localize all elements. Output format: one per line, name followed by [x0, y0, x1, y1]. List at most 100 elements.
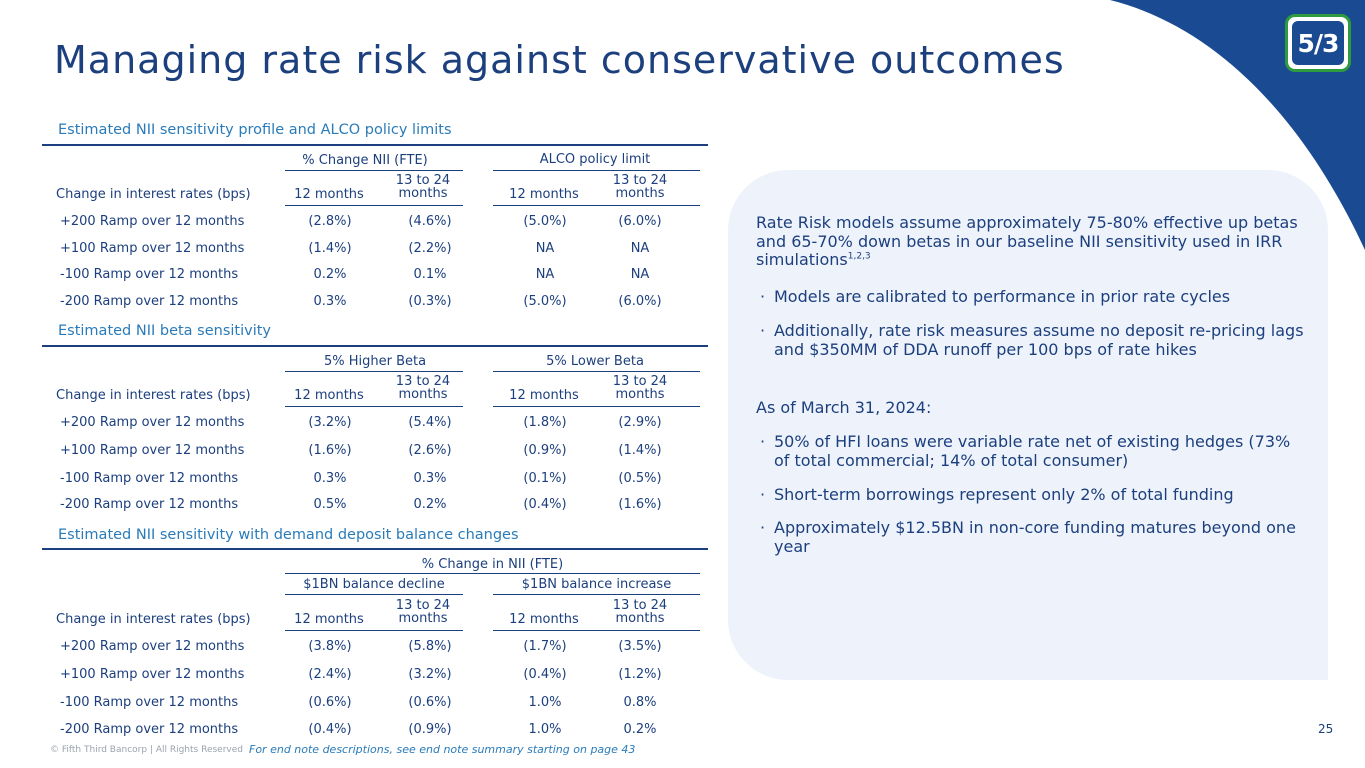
cell: 0.3% [413, 471, 447, 486]
table3-group-b: $1BN balance increase [521, 577, 672, 592]
cell: 0.8% [623, 695, 657, 710]
table1-header-rule-a [285, 205, 463, 206]
cell: NA [630, 267, 650, 282]
cell: (4.6%) [408, 214, 452, 229]
table3-col-1324-b: 13 to 24 months [612, 598, 668, 626]
table3-group-a-rule [285, 594, 463, 595]
cell: 0.2% [413, 497, 447, 512]
cell: (0.6%) [408, 695, 452, 710]
cell: (2.4%) [308, 667, 352, 682]
row-label: +200 Ramp over 12 months [60, 214, 245, 229]
cell: (2.9%) [618, 415, 662, 430]
table2-header-rule-a [285, 406, 463, 407]
table3-col-12-b: 12 months [509, 612, 579, 627]
cell: (0.9%) [408, 722, 452, 737]
cell: (2.8%) [308, 214, 352, 229]
cell: (3.8%) [308, 639, 352, 654]
table2-group-b: 5% Lower Beta [546, 354, 644, 369]
endnote-reference: For end note descriptions, see end note … [249, 743, 636, 756]
cell: (0.4%) [523, 667, 567, 682]
cell: 0.3% [313, 294, 347, 309]
bullet-marker: · [760, 287, 766, 306]
copyright: © Fifth Third Bancorp | All Rights Reser… [50, 745, 243, 755]
cell: (2.6%) [408, 443, 452, 458]
cell: NA [630, 241, 650, 256]
bullet-text: Additionally, rate risk measures assume … [774, 321, 1304, 359]
cell: (5.4%) [408, 415, 452, 430]
table1-col-1324: 13 to 24 months [395, 173, 451, 201]
page-title: Managing rate risk against conservative … [54, 38, 1065, 82]
cell: (1.4%) [618, 443, 662, 458]
cell: (3.2%) [308, 415, 352, 430]
table3-header-rule-b [493, 630, 700, 631]
table1-top-rule [42, 144, 708, 146]
cell: (6.0%) [618, 214, 662, 229]
table3-col-1324: 13 to 24 months [395, 598, 451, 626]
row-label: -100 Ramp over 12 months [60, 695, 239, 710]
bullet-marker: · [760, 321, 766, 340]
cell: (0.5%) [618, 471, 662, 486]
row-label: -200 Ramp over 12 months [60, 294, 239, 309]
cell: 0.2% [313, 267, 347, 282]
cell: (1.6%) [618, 497, 662, 512]
bullet-item: · Additionally, rate risk measures assume… [760, 321, 1305, 359]
row-label: +100 Ramp over 12 months [60, 443, 245, 458]
row-label: +200 Ramp over 12 months [60, 639, 245, 654]
bullet-item: · Models are calibrated to performance in… [760, 287, 1305, 307]
table3-super-header: % Change in NII (FTE) [421, 557, 564, 572]
intro-paragraph: Rate Risk models assume approximately 75… [756, 213, 1311, 270]
table1-col-1324-b: 13 to 24 months [612, 173, 668, 201]
table3-title: Estimated NII sensitivity with demand de… [58, 527, 519, 543]
commentary-panel [728, 170, 1328, 680]
table1-group-b-rule [493, 170, 700, 171]
table3-group-b-rule [493, 594, 700, 595]
bullet-text: 50% of HFI loans were variable rate net … [774, 432, 1291, 470]
cell: 0.5% [313, 497, 347, 512]
cell: (0.4%) [308, 722, 352, 737]
table3-group-a: $1BN balance decline [303, 577, 445, 592]
fifth-third-logo: 5/3 [1285, 14, 1351, 72]
table1-col-12-b: 12 months [509, 187, 579, 202]
row-label: -100 Ramp over 12 months [60, 267, 239, 282]
cell: (6.0%) [618, 294, 662, 309]
intro-footnote-ref: 1,2,3 [847, 251, 871, 262]
cell: (0.3%) [408, 294, 452, 309]
cell: (0.6%) [308, 695, 352, 710]
table3-col-12: 12 months [294, 612, 364, 627]
cell: 1.0% [528, 722, 562, 737]
cell: NA [535, 241, 555, 256]
bullet-marker: · [760, 518, 766, 537]
cell: (0.9%) [523, 443, 567, 458]
row-label: -200 Ramp over 12 months [60, 497, 239, 512]
cell: (1.2%) [618, 667, 662, 682]
table2-group-a: 5% Higher Beta [323, 354, 427, 369]
bullet-text: Models are calibrated to performance in … [774, 287, 1231, 306]
cell: (5.8%) [408, 639, 452, 654]
table3-top-rule [42, 548, 708, 550]
table2-col-12-b: 12 months [509, 388, 579, 403]
bullet-item: · Short-term borrowings represent only 2%… [760, 485, 1305, 505]
cell: (3.2%) [408, 667, 452, 682]
table1-row-header: Change in interest rates (bps) [56, 187, 251, 202]
table1-title: Estimated NII sensitivity profile and AL… [58, 122, 452, 138]
table1-group-a: % Change NII (FTE) [302, 153, 428, 168]
logo-mark: 5/3 [1292, 21, 1344, 65]
cell: (0.4%) [523, 497, 567, 512]
table2-row-header: Change in interest rates (bps) [56, 388, 251, 403]
cell: (3.5%) [618, 639, 662, 654]
cell: NA [535, 267, 555, 282]
table2-col-12: 12 months [294, 388, 364, 403]
cell: (1.6%) [308, 443, 352, 458]
table2-group-b-rule [493, 371, 700, 372]
cell: 1.0% [528, 695, 562, 710]
cell: 0.2% [623, 722, 657, 737]
table2-col-1324-b: 13 to 24 months [612, 374, 668, 402]
page-number: 25 [1318, 722, 1334, 736]
table2-header-rule-b [493, 406, 700, 407]
bullet-marker: · [760, 485, 766, 504]
table3-row-header: Change in interest rates (bps) [56, 612, 251, 627]
cell: (5.0%) [523, 294, 567, 309]
row-label: +100 Ramp over 12 months [60, 667, 245, 682]
row-label: -100 Ramp over 12 months [60, 471, 239, 486]
table2-col-1324: 13 to 24 months [395, 374, 451, 402]
